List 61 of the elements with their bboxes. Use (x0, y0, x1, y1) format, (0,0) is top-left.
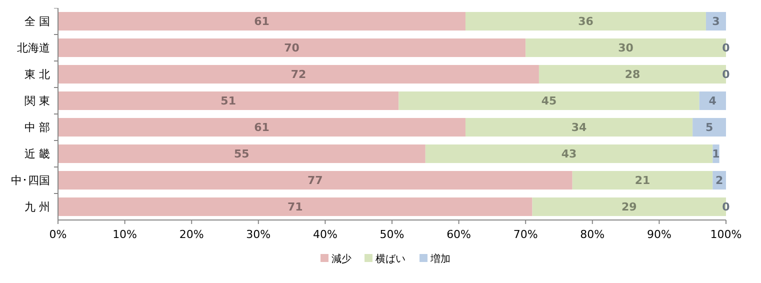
bar (58, 38, 526, 58)
bar (465, 118, 693, 137)
data-label: 34 (571, 121, 588, 134)
bar (58, 144, 426, 164)
bar (58, 118, 466, 137)
bar (699, 91, 726, 110)
data-label: 2 (715, 174, 724, 188)
x-tick-label: 10% (112, 228, 138, 241)
x-tick-label: 0% (49, 228, 67, 241)
legend-label: 減少 (332, 253, 352, 265)
data-label: 70 (284, 42, 300, 55)
bar (398, 91, 700, 110)
bar (58, 12, 466, 31)
data-label: 71 (287, 200, 303, 214)
bar (692, 118, 726, 137)
bar (425, 144, 713, 164)
y-tick-label: 九 州 (24, 200, 50, 214)
x-tick-label: 80% (580, 228, 605, 241)
x-tick-label: 100% (710, 228, 742, 241)
data-label: 1 (712, 148, 720, 161)
data-label: 55 (234, 148, 250, 161)
legend-label: 増加 (430, 253, 450, 265)
data-label: 61 (254, 15, 270, 28)
y-tick-label: 近 畿 (24, 148, 50, 161)
data-label: 51 (220, 94, 236, 108)
x-tick-label: 50% (380, 228, 404, 241)
y-tick-label: 東 北 (24, 68, 50, 82)
y-tick-label: 中 部 (24, 121, 50, 134)
bar (58, 170, 572, 190)
data-label: 72 (290, 68, 306, 82)
bar (58, 197, 532, 216)
x-tick-label: 90% (646, 228, 672, 241)
data-label: 0 (722, 42, 730, 55)
bar (58, 64, 539, 84)
y-tick-label: 北海道 (17, 42, 50, 55)
bar (58, 91, 399, 110)
x-tick-label: 20% (179, 228, 204, 241)
data-label: 21 (634, 174, 650, 188)
data-label: 36 (578, 15, 594, 28)
y-tick-label: 関 東 (24, 94, 50, 108)
data-label: 45 (541, 94, 557, 108)
data-label: 4 (708, 94, 717, 108)
y-tick-label: 中･四国 (11, 174, 50, 188)
data-label: 3 (712, 15, 720, 28)
data-label: 43 (561, 148, 577, 161)
data-label: 61 (254, 121, 270, 134)
x-tick-label: 30% (246, 228, 271, 241)
data-label: 0 (722, 200, 730, 214)
data-label: 0 (722, 68, 730, 82)
x-tick-label: 70% (513, 228, 538, 241)
data-label: 5 (705, 121, 714, 134)
data-label: 29 (621, 200, 637, 214)
bar (572, 170, 713, 190)
bar (465, 12, 706, 31)
x-tick-label: 40% (312, 228, 338, 241)
x-tick-label: 60% (446, 228, 472, 241)
legend-label: 横ばい (376, 253, 406, 265)
y-tick-label: 全 国 (24, 15, 50, 28)
data-label: 30 (618, 42, 634, 55)
data-label: 28 (624, 68, 640, 82)
data-label: 77 (308, 174, 323, 188)
